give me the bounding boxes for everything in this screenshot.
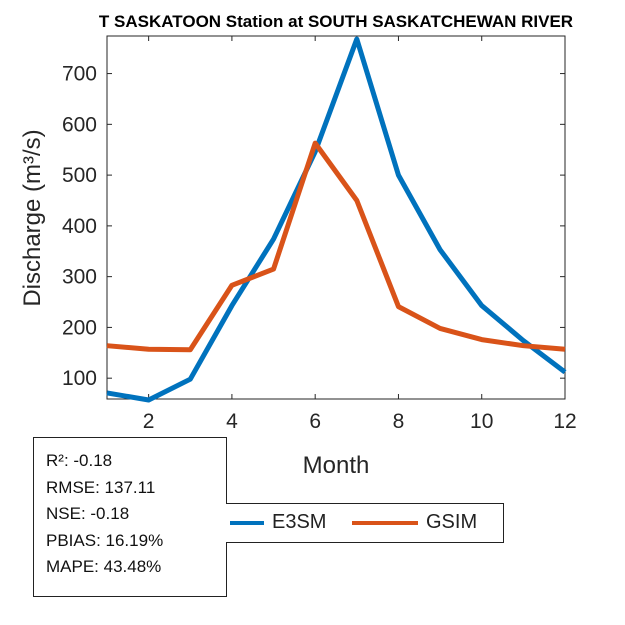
legend-item-gsim: GSIM — [352, 511, 477, 534]
legend-swatch-e3sm — [230, 520, 264, 525]
legend-label-e3sm: E3SM — [272, 511, 327, 533]
series-line-gsim — [106, 140, 566, 353]
x-tick-label: 10 — [470, 410, 493, 433]
stat-rmse: RMSE: 137.11 — [46, 477, 156, 497]
y-tick-label: 300 — [62, 266, 97, 289]
stat-pbias: PBIAS: 16.19% — [46, 530, 164, 550]
legend-label-gsim: GSIM — [426, 511, 478, 533]
y-tick-label: 400 — [62, 215, 97, 238]
chart-title: T SASKATOON Station at SOUTH SASKATCHEWA… — [99, 12, 573, 31]
x-tick-label: 4 — [226, 410, 238, 433]
y-tick-label: 700 — [62, 63, 97, 86]
x-tick-label: 12 — [553, 410, 576, 433]
y-tick-label: 600 — [62, 113, 97, 136]
x-tick-label: 8 — [393, 410, 405, 433]
y-axis-label: Discharge (m³/s) — [19, 129, 46, 306]
stat-r2: R²: -0.18 — [46, 451, 113, 470]
y-tick-label: 500 — [62, 164, 97, 187]
stat-nse: NSE: -0.18 — [46, 504, 130, 523]
stat-mape: MAPE: 43.48% — [46, 557, 162, 576]
legend-item-e3sm: E3SM — [230, 511, 326, 534]
legend-swatch-gsim — [352, 520, 418, 525]
legend: E3SM GSIM — [226, 503, 504, 543]
x-tick-label: 6 — [309, 410, 321, 433]
stats-box: R²: -0.18 RMSE: 137.11 NSE: -0.18 PBIAS:… — [33, 437, 227, 597]
x-axis-label: Month — [303, 452, 370, 479]
x-tick-label: 2 — [143, 410, 155, 433]
y-tick-label: 200 — [62, 316, 97, 339]
y-tick-label: 100 — [62, 367, 97, 390]
series-line-e3sm — [106, 36, 567, 403]
